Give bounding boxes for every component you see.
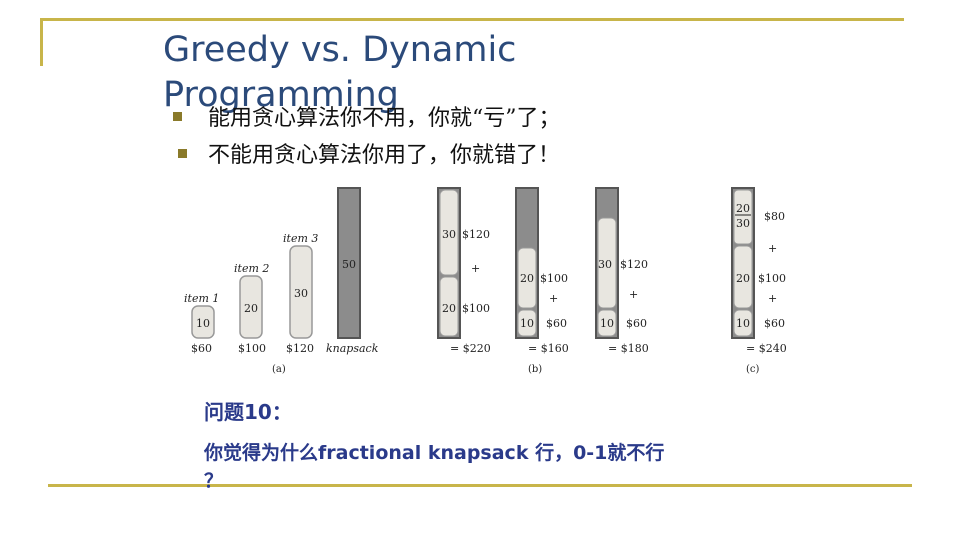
b3-top-price: $120 <box>620 258 648 271</box>
c-price3: $60 <box>764 317 785 330</box>
b1-bottom-item <box>439 276 459 337</box>
question-line-2: ？ <box>204 470 224 492</box>
b3-plus: + <box>629 288 638 301</box>
b2-top-price: $100 <box>540 272 568 285</box>
slide-title: Greedy vs. Dynamic Programming <box>163 28 516 118</box>
item3-label: item 3 <box>283 232 318 245</box>
c-weight2: 20 <box>736 272 750 285</box>
knapsack-box <box>337 187 361 339</box>
panel-b-option-2: 20 $100 + 10 $60 = $160 (b) <box>515 187 569 374</box>
b1-plus: + <box>471 262 480 275</box>
b3-bottom-price: $60 <box>626 317 647 330</box>
c-price2: $100 <box>758 272 786 285</box>
item3-price: $120 <box>286 342 314 355</box>
knapsack-figure: item 1 10 $60 item 2 20 $100 item 3 30 $… <box>184 187 787 374</box>
b3-top-item <box>597 217 617 309</box>
b3-bottom-weight: 10 <box>600 317 614 330</box>
b3-top-weight: 30 <box>598 258 612 271</box>
b2-bottom-price: $60 <box>546 317 567 330</box>
c-weight3: 10 <box>736 317 750 330</box>
b1-top-price: $120 <box>462 228 490 241</box>
item1-weight: 10 <box>196 317 210 330</box>
bullet-text-2: 不能用贪心算法你用了，你就错了！ <box>208 143 561 168</box>
question-line-1: 你觉得为什么fractional knapsack 行，0-1就不行 <box>204 442 665 464</box>
panel-b-label: (b) <box>528 364 542 374</box>
c-plus1: + <box>768 242 777 255</box>
b2-top-weight: 20 <box>520 272 534 285</box>
b1-bottom-price: $100 <box>462 302 490 315</box>
title-line-2: Programming <box>163 75 399 115</box>
b1-total: = $220 <box>450 342 491 355</box>
c-price1: $80 <box>764 210 785 223</box>
title-line-1: Greedy vs. Dynamic <box>163 30 517 70</box>
c-fraction-item <box>733 189 753 245</box>
b2-plus: + <box>549 292 558 305</box>
bullet-marker-2 <box>178 149 187 158</box>
panel-a: item 1 10 $60 item 2 20 $100 item 3 30 $… <box>184 187 379 374</box>
item3-box <box>289 245 313 339</box>
c-item2 <box>733 245 753 309</box>
panel-c-label: (c) <box>746 364 760 374</box>
item2-label: item 2 <box>234 262 269 275</box>
top-horizontal-rule <box>40 18 904 21</box>
c-item1 <box>733 309 753 337</box>
item2-box <box>239 275 263 339</box>
item1-label: item 1 <box>184 292 219 305</box>
b3-total: = $180 <box>608 342 649 355</box>
b3-bottom-item <box>597 309 617 337</box>
b1-top-item <box>439 189 459 276</box>
b1-bottom-weight: 20 <box>442 302 456 315</box>
panel-c: 20 30 $80 + 20 $100 + 10 $60 = $240 (c) <box>731 187 787 374</box>
c-plus2: + <box>768 292 777 305</box>
panel-b-option-1: 30 $120 + 20 $100 = $220 <box>437 187 491 355</box>
b2-total: = $160 <box>528 342 569 355</box>
b2-top-item <box>517 247 537 309</box>
b2-bottom-weight: 10 <box>520 317 534 330</box>
item3-weight: 30 <box>294 287 308 300</box>
knapsack-label: knapsack <box>326 342 379 355</box>
knapsack-capacity: 50 <box>342 258 356 271</box>
question-heading: 问题10： <box>204 400 292 424</box>
item1-box <box>191 305 215 339</box>
item1-price: $60 <box>191 342 212 355</box>
panel-b-option-3: 30 $120 + 10 $60 = $180 <box>595 187 649 355</box>
bottom-horizontal-rule <box>48 484 912 487</box>
c-fraction-denominator: 30 <box>736 217 750 230</box>
item2-price: $100 <box>238 342 266 355</box>
left-vertical-rule <box>40 18 43 66</box>
bullet-marker-1 <box>173 112 182 121</box>
b2-bottom-item <box>517 309 537 337</box>
bullet-text-1: 能用贪心算法你不用，你就“亏”了； <box>208 106 561 131</box>
panel-a-label: (a) <box>272 364 286 374</box>
item2-weight: 20 <box>244 302 258 315</box>
c-total: = $240 <box>746 342 787 355</box>
c-fraction-numerator: 20 <box>736 202 750 215</box>
b1-top-weight: 30 <box>442 228 456 241</box>
